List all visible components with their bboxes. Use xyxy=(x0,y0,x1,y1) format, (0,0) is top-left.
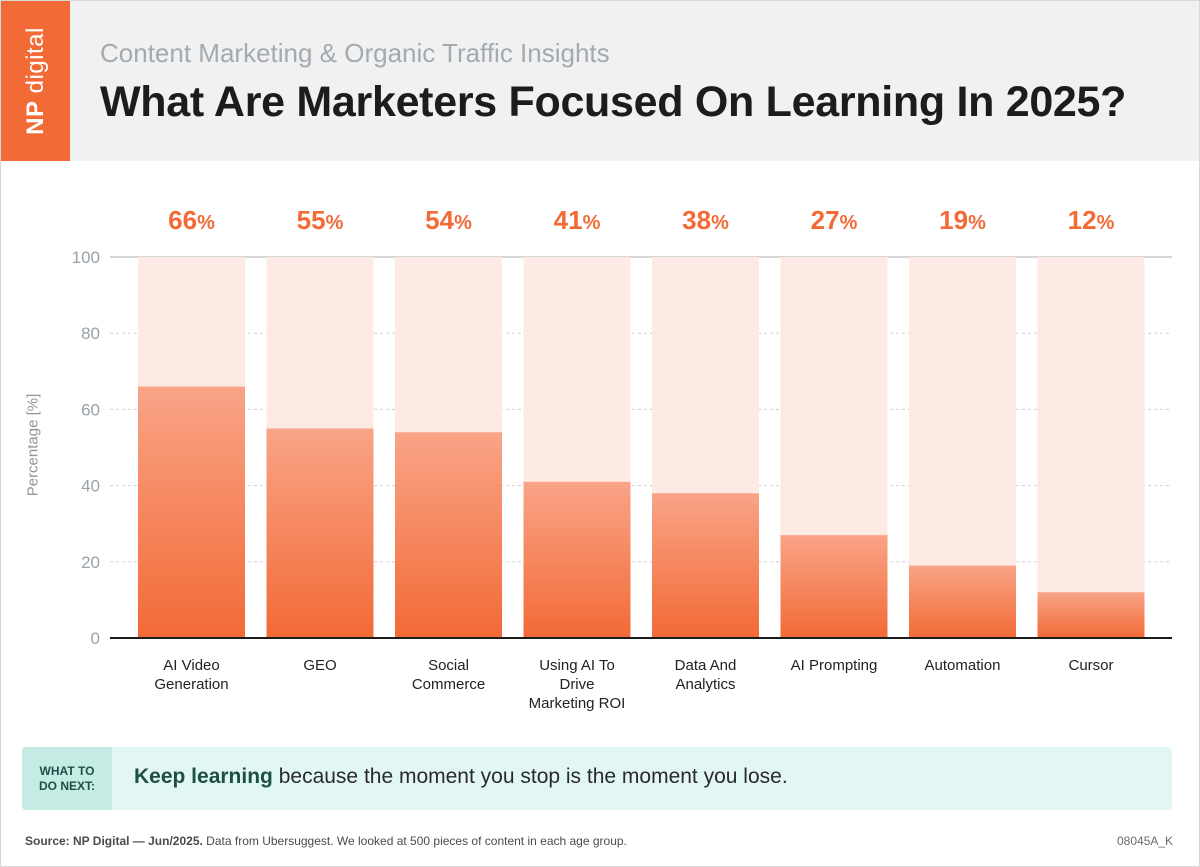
what-to-do-next-callout: WHAT TO DO NEXT: Keep learning because th… xyxy=(22,747,1172,810)
source-bold: Source: NP Digital — Jun/2025. xyxy=(25,834,203,848)
bar xyxy=(523,481,631,638)
bar xyxy=(395,432,502,638)
callout-tag: WHAT TO DO NEXT: xyxy=(22,747,112,810)
y-tick-label: 0 xyxy=(91,629,100,648)
bar xyxy=(780,535,888,638)
y-tick-label: 40 xyxy=(81,477,100,496)
callout-bold: Keep learning xyxy=(134,765,273,788)
bar xyxy=(652,493,759,638)
y-axis-label: Percentage [%] xyxy=(24,393,42,497)
bar xyxy=(909,565,1016,638)
source-text: Data from Ubersuggest. We looked at 500 … xyxy=(202,834,627,848)
category-label: GEO xyxy=(303,657,337,674)
header xyxy=(1,1,1199,161)
bar xyxy=(1037,592,1145,638)
category-label: AI Video Generation xyxy=(154,657,229,693)
value-label: 12% xyxy=(1068,205,1115,235)
y-tick-label: 80 xyxy=(81,324,100,343)
value-label: 54% xyxy=(425,205,472,235)
category-label: Automation xyxy=(924,657,1001,674)
value-label: 55% xyxy=(297,205,344,235)
chart-title: What Are Marketers Focused On Learning I… xyxy=(100,78,1127,126)
source-note: Source: NP Digital — Jun/2025. Data from… xyxy=(25,834,627,848)
value-label: 38% xyxy=(682,205,729,235)
chart-code: 08045A_K xyxy=(1117,834,1174,848)
bar-track xyxy=(1037,257,1145,638)
y-tick-label: 100 xyxy=(72,248,100,267)
bar xyxy=(138,386,245,638)
value-label: 66% xyxy=(168,205,215,235)
category-label: Cursor xyxy=(1068,657,1114,674)
callout-body: because the moment you stop is the momen… xyxy=(272,765,788,788)
category-label: Using AI To Drive Marketing ROI xyxy=(528,657,626,712)
category-label: AI Prompting xyxy=(790,657,878,674)
category-label: Data And Analytics xyxy=(674,657,737,693)
category-label: Social Commerce xyxy=(411,657,486,693)
callout-tag-line2: DO NEXT: xyxy=(38,778,95,793)
value-label: 41% xyxy=(554,205,601,235)
bar xyxy=(266,428,374,638)
y-tick-label: 60 xyxy=(81,400,100,419)
header-subtitle: Content Marketing & Organic Traffic Insi… xyxy=(100,38,610,68)
y-tick-label: 20 xyxy=(81,553,100,572)
np-digital-logo: NP digital xyxy=(1,1,70,161)
value-label: 19% xyxy=(939,205,986,235)
callout-text: Keep learning because the moment you sto… xyxy=(134,765,788,789)
value-label: 27% xyxy=(811,205,858,235)
callout-tag-line1: WHAT TO xyxy=(39,763,95,778)
